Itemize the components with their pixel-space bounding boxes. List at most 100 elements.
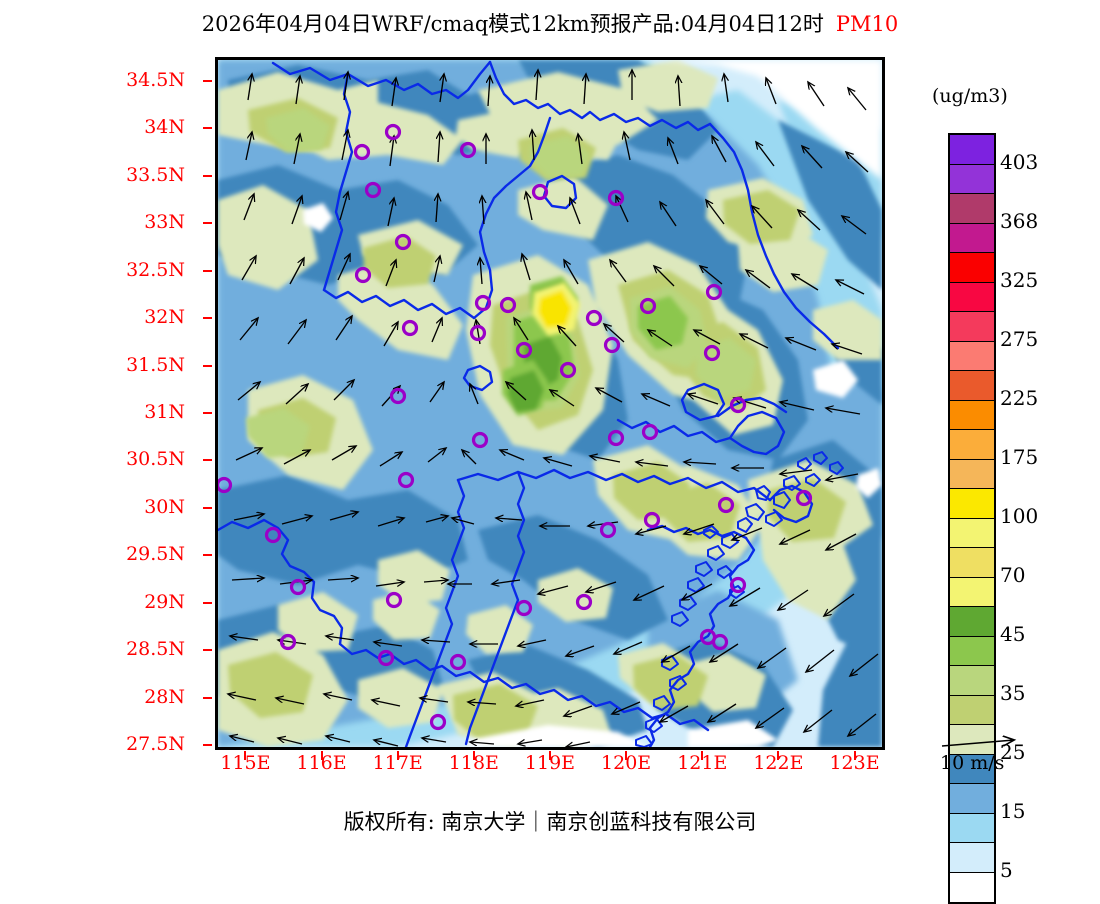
y-axis-tick-label: 32N [144, 306, 185, 329]
y-axis-tick-label: 33.5N [126, 163, 185, 186]
colorbar-band[interactable] [950, 607, 994, 637]
colorbar-tick-label: 15 [1000, 798, 1026, 823]
copyright-footer: 版权所有: 南京大学｜南京创蓝科技有限公司 [343, 810, 757, 834]
wind-reference-arrow-icon [941, 734, 1028, 747]
x-axis-tick-label: 121E [677, 752, 728, 774]
pm10-contour-map [218, 60, 882, 747]
colorbar-tick-label: 5 [1000, 857, 1013, 882]
x-axis-tick [549, 751, 551, 760]
y-axis-tick-label: 31.5N [126, 353, 185, 376]
colorbar-tick-label: 35 [1000, 680, 1026, 705]
y-axis-tick [203, 269, 212, 272]
y-axis-tick [203, 222, 212, 225]
colorbar-band[interactable] [950, 813, 994, 843]
colorbar-band[interactable] [950, 725, 994, 755]
colorbar-band[interactable] [950, 430, 994, 460]
x-axis-tick [244, 751, 247, 760]
x-axis-tick-label: 115E [220, 752, 271, 774]
y-axis-tick [203, 601, 212, 604]
title-species: PM10 [835, 12, 899, 36]
colorbar-band[interactable] [950, 282, 994, 312]
y-axis-tick-label: 28.5N [126, 638, 185, 661]
colorbar-band[interactable] [950, 194, 994, 224]
x-axis-tick [320, 751, 323, 760]
y-axis-tick [203, 127, 212, 130]
colorbar-band[interactable] [950, 872, 994, 902]
colorbar-band[interactable] [950, 695, 994, 725]
colorbar-band[interactable] [950, 518, 994, 548]
y-axis-tick [203, 317, 212, 320]
x-axis-tick [472, 751, 475, 760]
colorbar[interactable] [948, 133, 996, 904]
y-axis-tick [203, 79, 212, 82]
y-axis-tick-label: 27.5N [126, 733, 185, 756]
colorbar-band[interactable] [950, 577, 994, 607]
colorbar-band[interactable] [950, 253, 994, 283]
y-axis-tick-label: 31N [144, 400, 185, 423]
colorbar-band[interactable] [950, 164, 994, 194]
colorbar-band[interactable] [950, 754, 994, 784]
y-axis-tick-label: 29N [144, 590, 185, 613]
colorbar-band[interactable] [950, 666, 994, 696]
colorbar-tick-label: 403 [1000, 149, 1039, 174]
map-plot-area[interactable] [215, 57, 885, 750]
x-axis-tick-label: 123E [829, 752, 880, 774]
colorbar-band[interactable] [950, 400, 994, 430]
y-axis-tick-label: 32.5N [126, 258, 185, 281]
y-axis-tick-label: 30N [144, 495, 185, 518]
colorbar-tick-label: 368 [1000, 208, 1039, 233]
y-axis-tick [203, 411, 212, 414]
colorbar-band[interactable] [950, 341, 994, 371]
x-axis-tick [396, 751, 399, 760]
x-axis-tick [853, 751, 856, 760]
x-axis-tick [777, 751, 780, 760]
colorbar-tick-label: 175 [1000, 444, 1039, 469]
y-axis-tick [203, 696, 212, 699]
y-axis-tick [203, 506, 212, 509]
colorbar-tick-label: 325 [1000, 267, 1039, 292]
y-axis-tick-label: 34N [144, 116, 185, 139]
x-axis-tick-label: 119E [524, 752, 576, 774]
title-main: 2026年04月04日WRF/cmaq模式12km预报产品:04月04日12时 [201, 12, 824, 36]
y-axis-tick [203, 364, 212, 367]
y-axis-tick [203, 174, 212, 177]
colorbar-band[interactable] [950, 312, 994, 342]
y-axis-tick-label: 29.5N [126, 543, 185, 566]
colorbar-band[interactable] [950, 489, 994, 519]
colorbar-tick-label: 70 [1000, 562, 1026, 587]
y-axis-tick-label: 28N [144, 685, 185, 708]
colorbar-band[interactable] [950, 459, 994, 489]
y-axis-tick-label: 33N [144, 211, 185, 234]
colorbar-band[interactable] [950, 135, 994, 165]
colorbar-tick-label: 275 [1000, 326, 1039, 351]
y-axis-tick [203, 649, 212, 652]
colorbar-band[interactable] [950, 843, 994, 873]
x-axis-tick-label: 117E [372, 752, 423, 774]
colorbar-tick-label: 100 [1000, 503, 1039, 528]
wind-scale-legend: 10 m/s [938, 734, 1088, 774]
province-boundaries [218, 60, 844, 747]
colorbar-band[interactable] [950, 784, 994, 814]
x-axis-tick [701, 751, 704, 760]
page-title: 2026年04月04日WRF/cmaq模式12km预报产品:04月04日12时 P… [0, 8, 1100, 38]
y-axis-tick [203, 554, 212, 557]
colorbar-tick-label: 45 [1000, 621, 1026, 646]
y-axis-tick-label: 30.5N [126, 448, 185, 471]
colorbar-tick-label: 225 [1000, 385, 1039, 410]
colorbar-band[interactable] [950, 548, 994, 578]
x-axis-tick-label: 120E [601, 752, 652, 774]
y-axis-tick-label: 34.5N [126, 68, 185, 91]
station-markers [218, 123, 813, 731]
y-axis-tick [203, 459, 212, 462]
x-axis-tick-label: 122E [753, 752, 804, 774]
colorbar-band[interactable] [950, 223, 994, 253]
x-axis-tick-label: 116E [296, 752, 347, 774]
x-axis-tick [625, 751, 628, 760]
wind-vector-field [228, 70, 879, 747]
colorbar-band[interactable] [950, 371, 994, 401]
wind-scale-label: 10 m/s [940, 752, 1005, 774]
y-axis-tick [203, 744, 212, 747]
colorbar-unit: (ug/m3) [932, 85, 1008, 107]
colorbar-band[interactable] [950, 636, 994, 666]
x-axis-tick-label: 118E [448, 752, 499, 774]
